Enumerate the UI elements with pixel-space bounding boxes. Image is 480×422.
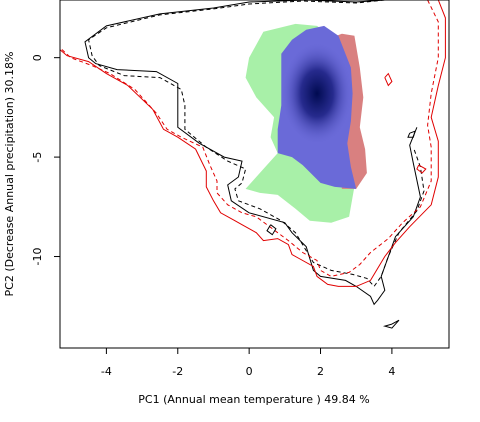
contour-black-solid [84,0,421,306]
contour-black-blob-a [382,319,400,329]
plot-box [59,0,450,349]
x-axis: -4 -2 0 2 4 [101,348,395,378]
x-tick-label: 2 [317,365,324,378]
contour-black-dashed [88,0,425,288]
x-tick-label: 0 [246,365,253,378]
y-tick-label: -10 [31,248,44,266]
contour-black-blob-c [407,130,416,138]
contour-black-blob-b [266,224,277,236]
y-axis-title: PC2 (Decrease Annual precipitation) 30.1… [3,52,16,297]
x-axis-title: PC1 (Annual mean temperature ) 49.84 % [138,393,369,406]
y-tick-label: -5 [31,152,44,163]
density-core [281,41,353,146]
plot-area [60,0,446,329]
contour-red-solid [60,0,446,287]
x-tick-label: -4 [101,365,112,378]
contour-red-dashed [60,0,439,277]
x-tick-label: 4 [388,365,395,378]
contour-red-blob-a [384,72,393,87]
contour-red-blob-b [416,164,427,174]
y-tick-label: 0 [31,54,44,61]
y-axis: 0 -5 -10 [31,54,60,265]
x-tick-label: -2 [172,365,183,378]
